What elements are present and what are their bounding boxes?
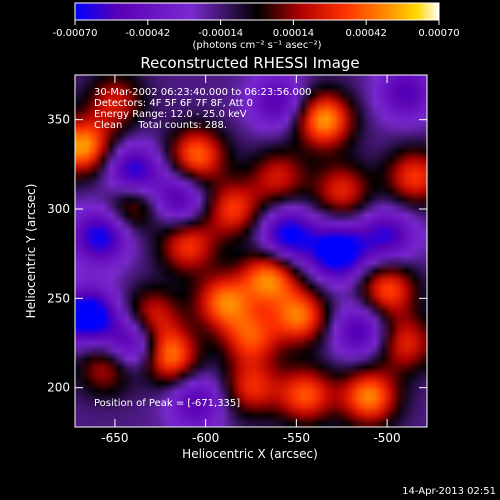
x-tick-label: -600	[192, 431, 219, 445]
colorbar-tick-label: -0.00070	[53, 28, 98, 39]
chart-title: Reconstructed RHESSI Image	[140, 54, 359, 72]
y-tick-label: 350	[47, 113, 70, 127]
y-tick-label: 200	[47, 381, 70, 395]
colorbar-unit-label: (photons cm⁻² s⁻¹ asec⁻²)	[192, 40, 321, 51]
peak-position-label: Position of Peak = [-671,335]	[94, 398, 240, 409]
x-axis-ticks: -650 -600 -550 -500	[101, 75, 401, 445]
colorbar-tick-label: -0.00014	[198, 28, 243, 39]
date-stamp: 14-Apr-2013 02:51	[402, 486, 496, 497]
colorbar-tick-label: 0.00042	[346, 28, 387, 39]
colorbar	[74, 2, 440, 21]
colorbar-tick-label: 0.00070	[418, 28, 459, 39]
x-tick-label: -650	[101, 431, 128, 445]
x-tick-label: -500	[373, 431, 400, 445]
colorbar-tick-label: -0.00042	[125, 28, 170, 39]
x-tick-label: -550	[283, 431, 310, 445]
colorbar-tick-label: 0.00014	[273, 28, 314, 39]
annotation-detectors: Detectors: 4F 5F 6F 7F 8F, Att 0	[94, 98, 253, 109]
x-axis-label: Heliocentric X (arcsec)	[182, 447, 318, 461]
plot-frame	[74, 74, 428, 428]
y-axis-label: Heliocentric Y (arcsec)	[24, 184, 38, 319]
colorbar-ticks: -0.00070 -0.00042 -0.00014 0.00014 0.00042 0.…	[53, 20, 460, 39]
heatmap-image	[75, 75, 427, 427]
annotation-energy-range: Energy Range: 12.0 - 25.0 keV	[94, 109, 247, 120]
y-axis-ticks: 200 250 300 350	[47, 113, 427, 395]
y-tick-label: 300	[47, 202, 70, 216]
y-tick-label: 250	[47, 291, 70, 305]
annotation-time-range: 30-Mar-2002 06:23:40.000 to 06:23:56.000	[94, 87, 312, 98]
annotation-clean-counts: Clean Total counts: 288.	[94, 120, 227, 131]
